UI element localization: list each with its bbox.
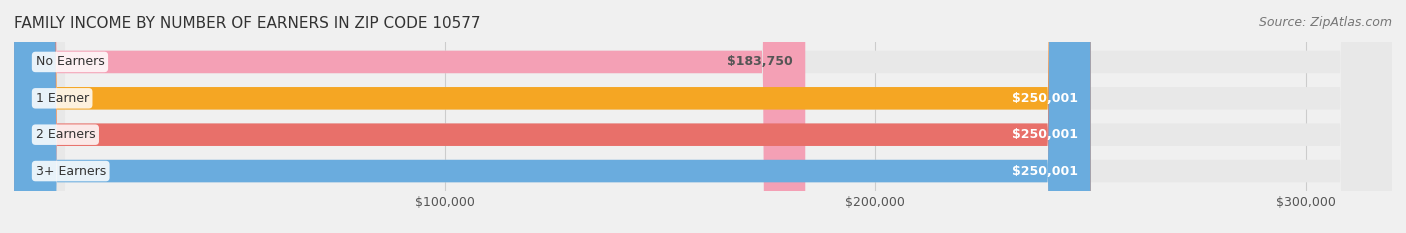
Text: Source: ZipAtlas.com: Source: ZipAtlas.com [1258,16,1392,29]
Text: No Earners: No Earners [35,55,104,69]
FancyBboxPatch shape [14,0,1392,233]
FancyBboxPatch shape [14,0,1392,233]
FancyBboxPatch shape [14,0,1392,233]
FancyBboxPatch shape [14,0,1091,233]
Text: 2 Earners: 2 Earners [35,128,96,141]
FancyBboxPatch shape [14,0,1091,233]
Text: $183,750: $183,750 [727,55,793,69]
Text: $250,001: $250,001 [1011,164,1077,178]
Text: 1 Earner: 1 Earner [35,92,89,105]
Text: 3+ Earners: 3+ Earners [35,164,105,178]
FancyBboxPatch shape [14,0,806,233]
Text: $250,001: $250,001 [1011,92,1077,105]
Text: FAMILY INCOME BY NUMBER OF EARNERS IN ZIP CODE 10577: FAMILY INCOME BY NUMBER OF EARNERS IN ZI… [14,16,481,31]
Text: $250,001: $250,001 [1011,128,1077,141]
FancyBboxPatch shape [14,0,1091,233]
FancyBboxPatch shape [14,0,1392,233]
